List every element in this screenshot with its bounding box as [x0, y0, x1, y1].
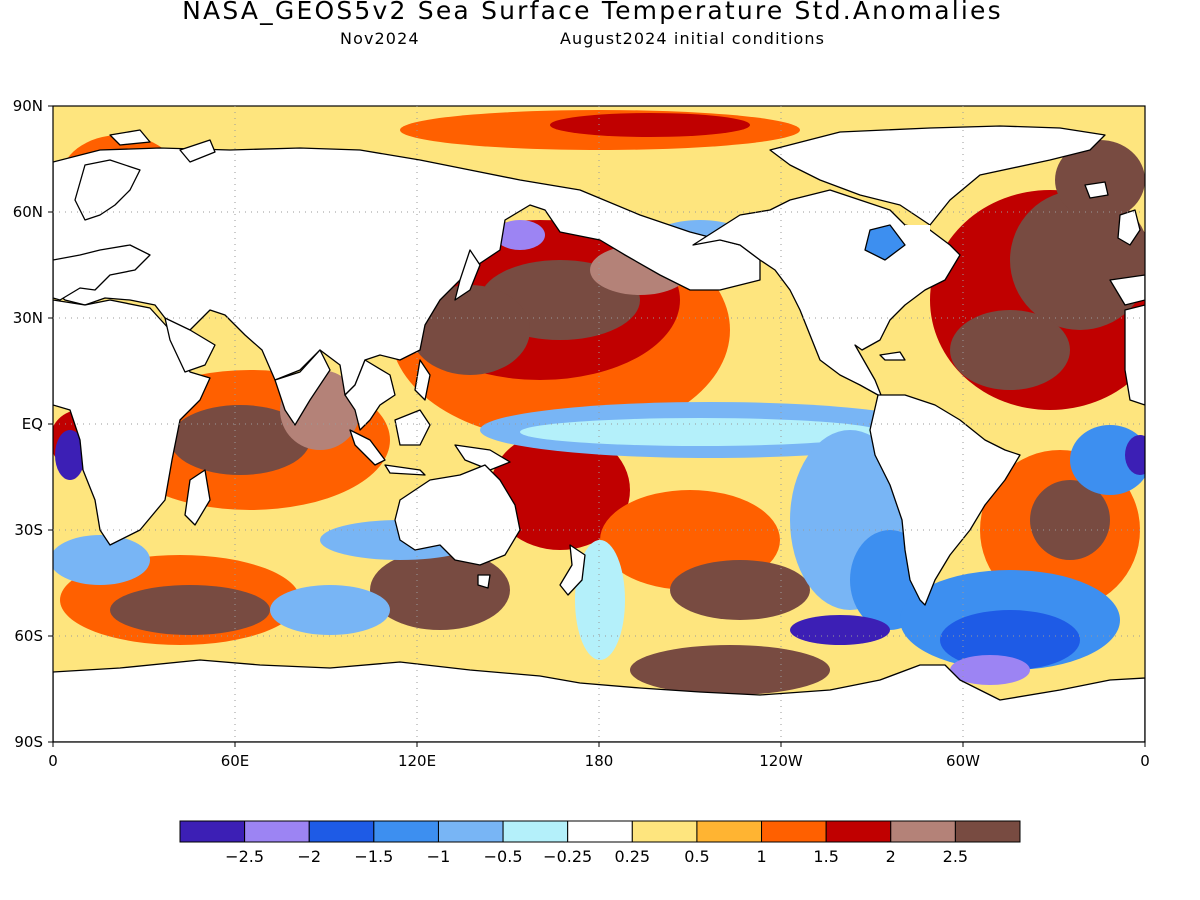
colorbar-swatch: [308, 820, 375, 843]
colorbar-label: 1.5: [813, 847, 838, 866]
lon-tick-label: 60E: [221, 752, 250, 770]
java: [384, 464, 426, 476]
australia: [394, 464, 521, 566]
graticule: [53, 106, 1145, 742]
colorbar-label: −0.5: [484, 847, 523, 866]
cuba: [879, 351, 906, 361]
axis-ticks: 90N 60N 30N EQ 30S 60S 90S 0 60E 120E 180 120W 60W 0: [13, 97, 1150, 770]
colorbar-swatch: [437, 820, 504, 843]
philippines: [414, 359, 431, 401]
cold-anomaly-regions: [53, 220, 1145, 685]
antarctica: [53, 659, 1145, 742]
novaya-zemlya: [179, 139, 216, 163]
new-zealand: [559, 544, 586, 596]
west-africa-wrap: [1124, 304, 1145, 406]
tasmania: [477, 574, 491, 589]
colorbar-label: −1: [427, 847, 451, 866]
lon-tick-label: 120E: [398, 752, 436, 770]
colorbar-swatch: [825, 820, 892, 843]
colorbar-swatch: [179, 820, 246, 843]
anomaly-field: [53, 106, 1145, 742]
india: [274, 349, 331, 426]
europe-west: [53, 244, 151, 301]
colorbar-swatch: [244, 820, 310, 843]
colorbar-label: 0.5: [684, 847, 709, 866]
colorbar-swatch: [954, 820, 1021, 843]
colorbar-label: −2.5: [225, 847, 264, 866]
uk: [1117, 209, 1141, 246]
colorbar-label: −0.25: [543, 847, 592, 866]
colorbar-label: 2.5: [943, 847, 968, 866]
lat-tick-label: 60S: [14, 627, 43, 645]
lat-tick-label: EQ: [22, 415, 43, 433]
lon-tick-label: 180: [585, 752, 614, 770]
iberia-wrap: [1109, 274, 1145, 306]
colorbar-swatch: [567, 820, 633, 843]
lon-tick-label: 120W: [759, 752, 803, 770]
greenland-coast-fix: [905, 225, 930, 232]
valid-month-label: Nov2024: [340, 29, 420, 48]
japan: [454, 249, 481, 301]
greenland: [769, 125, 1106, 226]
indochina: [344, 359, 396, 431]
south-america: [869, 394, 1021, 606]
africa: [53, 299, 211, 546]
colorbar-label: −2: [297, 847, 321, 866]
sumatra: [349, 429, 386, 466]
colorbar-swatch: [761, 820, 827, 843]
iceland: [1084, 181, 1109, 199]
land-masses: [53, 125, 1145, 742]
lat-tick-label: 90S: [14, 733, 43, 751]
lon-tick-label: 0: [48, 752, 58, 770]
hudson-bay: [864, 224, 906, 261]
new-guinea: [454, 444, 511, 471]
lon-tick-label: 60W: [946, 752, 980, 770]
colorbar-label: −1.5: [354, 847, 393, 866]
colorbar-label: 1: [756, 847, 766, 866]
lat-tick-label: 30S: [14, 521, 43, 539]
madagascar: [184, 469, 211, 526]
colorbar-swatch: [696, 820, 763, 843]
lon-tick-label: 0: [1140, 752, 1150, 770]
colorbar-swatch: [890, 820, 956, 843]
colorbar-label: 2: [886, 847, 896, 866]
svalbard: [109, 129, 151, 146]
colorbar-swatch: [631, 820, 698, 843]
scandinavia: [74, 159, 141, 221]
map-title: NASA_GEOS5v2 Sea Surface Temperature Std…: [182, 0, 1003, 25]
lat-tick-label: 60N: [13, 203, 43, 221]
colorbar-swatch: [502, 820, 569, 843]
arabia: [164, 317, 216, 373]
init-conditions-label: August2024 initial conditions: [560, 29, 826, 48]
colorbar-label: 0.25: [614, 847, 650, 866]
borneo: [394, 409, 431, 446]
lat-tick-label: 30N: [13, 309, 43, 327]
colorbar-swatch: [373, 820, 439, 843]
colorbar: −2.5 −2 −1.5 −1 −0.5 −0.25 0.25 0.5 1 1.5 2 2.5: [179, 820, 1021, 866]
lat-tick-label: 90N: [13, 97, 43, 115]
